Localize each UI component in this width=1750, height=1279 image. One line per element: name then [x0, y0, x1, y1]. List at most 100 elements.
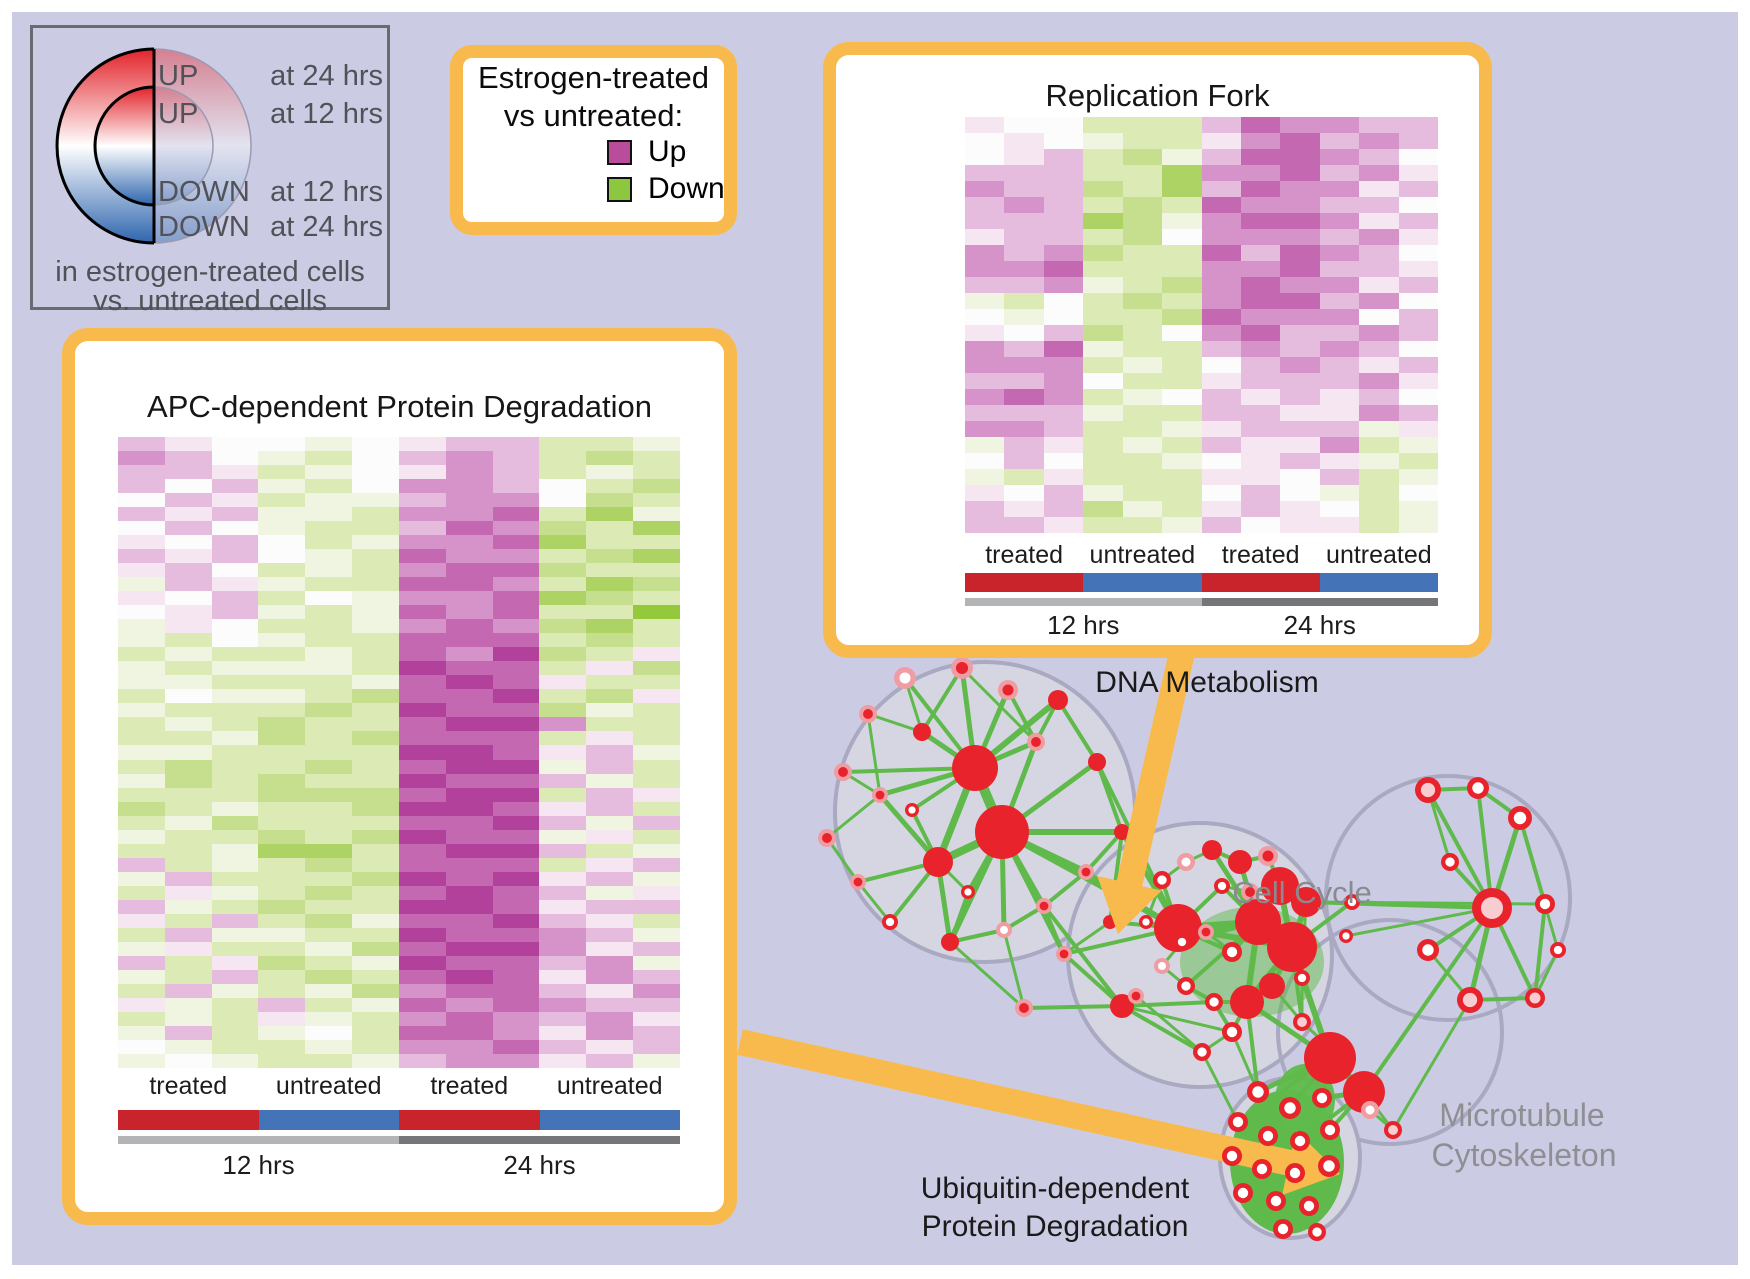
network-node-core	[1019, 1003, 1029, 1013]
heatmap-cell	[445, 941, 493, 956]
heatmap-cell	[1319, 389, 1360, 405]
heatmap-cell	[445, 675, 493, 690]
heatmap-cell	[164, 745, 212, 760]
heatmap-cell	[1398, 325, 1438, 341]
heatmap-cell	[211, 591, 259, 606]
heatmap-cell	[1240, 325, 1281, 341]
heatmap-cell	[1043, 357, 1084, 373]
heatmap-cell	[164, 801, 212, 816]
heatmap-cell	[1398, 261, 1438, 277]
heatmap-cell	[258, 969, 306, 984]
network-node-core	[1422, 944, 1434, 956]
heatmap-cell	[1398, 293, 1438, 309]
heatmap-cell	[1240, 181, 1281, 197]
heatmap-cell	[164, 899, 212, 914]
heatmap-cell	[445, 787, 493, 802]
heatmap-cell	[258, 493, 306, 508]
heatmap-cell	[352, 465, 399, 480]
rf-time-bar	[965, 598, 1438, 606]
heatmap-cell	[539, 661, 587, 676]
heatmap-cell	[492, 815, 540, 830]
key-up-12-dir: UP	[158, 98, 199, 130]
heatmap-cell	[352, 535, 399, 550]
network-edge	[866, 712, 882, 797]
heatmap-cell	[211, 549, 259, 564]
heatmap-cell	[1122, 133, 1163, 149]
network-node-core	[1323, 1160, 1335, 1172]
heatmap-cell	[398, 843, 446, 858]
heatmap-cell	[305, 955, 353, 970]
network-node-core	[853, 877, 863, 887]
heatmap-cell	[211, 927, 259, 942]
heatmap-cell	[352, 955, 399, 970]
heatmap-cell	[352, 787, 399, 802]
heatmap-cell	[445, 927, 493, 942]
heatmap-cell	[1359, 197, 1399, 213]
heatmap-cell	[118, 1053, 165, 1068]
heatmap-cell	[1122, 213, 1163, 229]
heatmap-cell	[1240, 421, 1281, 437]
heatmap-cell	[1083, 389, 1123, 405]
heatmap-cell	[1122, 197, 1163, 213]
heatmap-cell	[1280, 149, 1320, 165]
heatmap-cell	[211, 605, 259, 620]
heatmap-cell	[211, 731, 259, 746]
network-node-core	[1226, 1026, 1238, 1038]
heatmap-cell	[398, 773, 446, 788]
heatmap-cell	[445, 633, 493, 648]
heatmap-cell	[305, 493, 353, 508]
heatmap-cell	[352, 1053, 399, 1068]
heatmap-cell	[492, 941, 540, 956]
heatmap-cell	[633, 1011, 680, 1026]
heatmap-cell	[445, 969, 493, 984]
network-node-core	[1181, 981, 1191, 991]
heatmap-cell	[1043, 293, 1084, 309]
heatmap-cell	[164, 941, 212, 956]
heatmap-cell	[539, 493, 587, 508]
heatmap-cell	[1280, 373, 1320, 389]
heatmap-cell	[211, 745, 259, 760]
heatmap-cell	[211, 815, 259, 830]
heatmap-cell	[492, 997, 540, 1012]
heatmap-cell	[164, 1011, 212, 1026]
network-node-core	[1303, 1200, 1315, 1212]
heatmap-cell	[398, 689, 446, 704]
heatmap-cell	[305, 731, 353, 746]
heatmap-cell	[965, 165, 1005, 181]
key-footer-line2: vs. untreated cells	[93, 285, 327, 317]
heatmap-cell	[164, 787, 212, 802]
heatmap-cell	[1201, 197, 1241, 213]
heatmap-cell	[539, 913, 587, 928]
heatmap-cell	[1280, 117, 1320, 133]
heatmap-cell	[164, 927, 212, 942]
heatmap-cell	[258, 927, 306, 942]
heatmap-cell	[305, 941, 353, 956]
heatmap-cell	[492, 689, 540, 704]
heatmap-cell	[1280, 485, 1320, 501]
heatmap-cell	[164, 969, 212, 984]
heatmap-cell	[1240, 261, 1281, 277]
heatmap-cell	[445, 661, 493, 676]
heatmap-cell	[305, 1039, 353, 1054]
heatmap-cell	[586, 1039, 634, 1054]
heatmap-cell	[1083, 373, 1123, 389]
heatmap-cell	[586, 969, 634, 984]
heatmap-cell	[211, 1039, 259, 1054]
heatmap-cell	[258, 745, 306, 760]
heatmap-cell	[1201, 517, 1241, 533]
heatmap-cell	[305, 927, 353, 942]
heatmap-cell	[258, 689, 306, 704]
heatmap-cell	[539, 801, 587, 816]
heatmap-cell	[1004, 469, 1044, 485]
heatmap-cell	[586, 535, 634, 550]
heatmap-cell	[1083, 437, 1123, 453]
heatmap-cell	[118, 493, 165, 508]
heatmap-cell	[633, 1039, 680, 1054]
heatmap-cell	[1319, 293, 1360, 309]
heatmap-cell	[633, 801, 680, 816]
heatmap-cell	[633, 577, 680, 592]
heatmap-cell	[539, 647, 587, 662]
heatmap-cell	[1398, 517, 1438, 533]
heatmap-cell	[539, 1053, 587, 1068]
heatmap-cell	[1319, 341, 1360, 357]
